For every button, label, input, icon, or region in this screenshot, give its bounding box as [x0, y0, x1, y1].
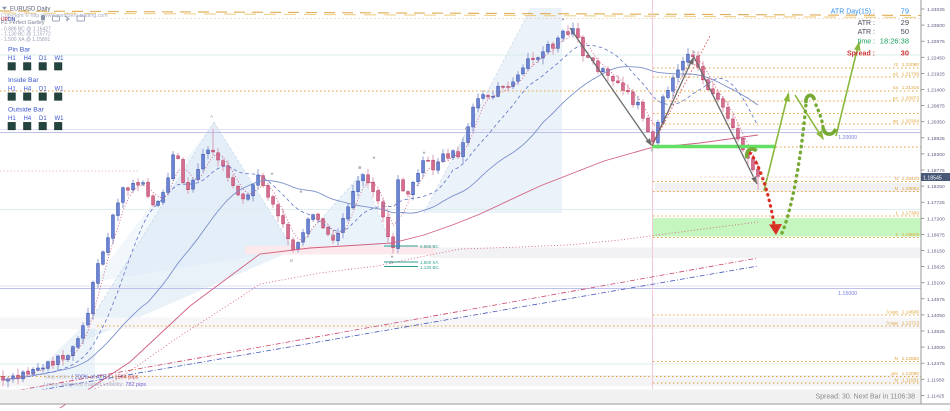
svg-text:1.16675: 1.16675: [927, 232, 945, 238]
svg-text:3 sep: 3 sep: [886, 321, 898, 327]
svg-text:1.15625: 1.15625: [927, 265, 945, 271]
svg-text:DN: DN: [8, 17, 16, 23]
svg-text:1.18545: 1.18545: [923, 176, 942, 182]
svg-text:B: B: [290, 258, 293, 263]
svg-text:s2: s2: [893, 72, 898, 78]
svg-text:1.22975: 1.22975: [927, 39, 945, 45]
svg-text:pc: pc: [893, 97, 899, 102]
svg-text:30: 30: [901, 49, 909, 58]
svg-text:Spread :: Spread :: [847, 51, 875, 58]
svg-text:D: D: [390, 260, 394, 265]
svg-text:1.12660: 1.12660: [902, 356, 920, 362]
svg-text:1.11425: 1.11425: [927, 393, 945, 399]
svg-text:Copyright © http://www.pointze: Copyright © http://www.pointzero-trading…: [1, 12, 108, 19]
svg-text:Stop order ( 200% of ATR ) : 1: Stop order ( 200% of ATR ) : 1564 pips: [44, 375, 139, 381]
svg-text:N: N: [895, 356, 899, 362]
svg-text:r2: r2: [894, 62, 899, 68]
svg-text:UP: UP: [1, 17, 9, 23]
svg-text:3 sep: 3 sep: [886, 310, 898, 316]
svg-text:1.20875: 1.20875: [927, 104, 945, 110]
svg-text:1.19825: 1.19825: [927, 136, 945, 142]
svg-text:PZ Perfect Gartley: PZ Perfect Gartley: [1, 20, 45, 26]
svg-text:W1: W1: [55, 56, 65, 62]
svg-text:D1: D1: [39, 56, 47, 62]
svg-text:1.20000: 1.20000: [838, 135, 857, 141]
svg-text:1.14575: 1.14575: [927, 297, 945, 303]
svg-text:W1: W1: [55, 86, 65, 92]
svg-text:sp: sp: [893, 120, 898, 125]
svg-text:1.21925: 1.21925: [927, 71, 945, 77]
svg-text:1.11931: 1.11931: [902, 378, 919, 384]
svg-text:1.12090: 1.12090: [902, 371, 920, 377]
svg-text:- 1.500 XA @ 1.15891: - 1.500 XA @ 1.15891: [1, 37, 50, 43]
svg-text:1.500 XA: 1.500 XA: [420, 260, 439, 265]
svg-text:1.14506: 1.14506: [902, 310, 920, 316]
svg-text:1.23500: 1.23500: [927, 23, 945, 29]
svg-text:H1: H1: [8, 56, 16, 62]
svg-text:A: A: [210, 114, 213, 119]
svg-text:1.20304: 1.20304: [902, 119, 920, 125]
svg-text:- 1.130 BC @ 1.15772: - 1.130 BC @ 1.15772: [1, 32, 51, 38]
svg-text:1.21316: 1.21316: [902, 85, 920, 91]
svg-text:1.12475: 1.12475: [927, 361, 945, 367]
svg-text:1.13525: 1.13525: [927, 329, 945, 335]
svg-text:ATR :: ATR :: [858, 29, 875, 36]
svg-text:50: 50: [901, 27, 909, 36]
svg-text:1.22450: 1.22450: [927, 55, 945, 61]
svg-text:Pin Bar: Pin Bar: [8, 47, 31, 54]
svg-text:1.22080: 1.22080: [902, 62, 920, 68]
svg-text:Inside Bar: Inside Bar: [8, 77, 39, 84]
svg-text:1.18250: 1.18250: [927, 184, 945, 190]
svg-text:H1: H1: [8, 116, 16, 122]
svg-text:1.17300: 1.17300: [902, 211, 920, 217]
svg-text:1.21738: 1.21738: [902, 72, 920, 78]
svg-text:1.16150: 1.16150: [927, 249, 945, 255]
svg-text:W1: W1: [55, 116, 65, 122]
svg-text:D1: D1: [39, 116, 47, 122]
svg-text:N: N: [895, 378, 899, 384]
svg-text:79: 79: [901, 7, 909, 16]
svg-text:N: N: [895, 176, 899, 182]
svg-text:pm: pm: [891, 372, 898, 377]
svg-text:1.130 BC: 1.130 BC: [420, 265, 440, 270]
svg-text:H4: H4: [24, 86, 32, 92]
svg-text:1.18775: 1.18775: [927, 168, 945, 174]
svg-text:1.24025: 1.24025: [927, 7, 945, 13]
svg-text:ATR :: ATR :: [858, 20, 875, 27]
svg-text:18:26:38: 18:26:38: [880, 37, 909, 46]
svg-text:1.13713: 1.13713: [902, 321, 920, 327]
svg-text:1.11950: 1.11950: [927, 377, 945, 383]
svg-text:Outside Bar: Outside Bar: [8, 106, 45, 113]
svg-text:H1: H1: [8, 86, 16, 92]
svg-text:1.17725: 1.17725: [927, 200, 945, 206]
svg-text:1: 1: [895, 232, 898, 238]
svg-text:H4: H4: [24, 116, 32, 122]
svg-text:Spread: 30. Next Bar in 1106:3: Spread: 30. Next Bar in 1106:38: [816, 394, 916, 401]
svg-text:1.15100: 1.15100: [927, 281, 945, 287]
svg-text:Linear weighted market volatil: Linear weighted market volatility: 782 p…: [44, 382, 146, 388]
svg-text:ATR Day(15) :: ATR Day(15) :: [831, 9, 875, 16]
svg-text:1: 1: [895, 211, 898, 217]
svg-text:sa: sa: [893, 86, 898, 91]
svg-text:N: N: [895, 186, 899, 192]
svg-text:time :: time :: [858, 39, 875, 46]
svg-text:EURUSD Daily: EURUSD Daily: [10, 7, 50, 13]
svg-text:29: 29: [901, 18, 909, 27]
svg-text:1.20350: 1.20350: [927, 120, 945, 126]
svg-text:D1: D1: [39, 86, 47, 92]
svg-text:1.18410: 1.18410: [902, 176, 920, 182]
svg-text:1.14050: 1.14050: [927, 313, 945, 319]
svg-text:- 0.886 BC @ 1.16427: - 0.886 BC @ 1.16427: [1, 26, 51, 32]
svg-text:1.18062: 1.18062: [902, 186, 920, 192]
svg-text:H4: H4: [24, 56, 32, 62]
svg-text:0.886 BC: 0.886 BC: [420, 244, 440, 249]
svg-text:1.19300: 1.19300: [927, 152, 945, 158]
svg-text:1.20973: 1.20973: [902, 96, 920, 102]
svg-text:1.13000: 1.13000: [927, 345, 945, 351]
svg-text:1.21400: 1.21400: [927, 88, 945, 94]
svg-text:1.17200: 1.17200: [927, 216, 945, 222]
svg-text:1.16615: 1.16615: [902, 232, 920, 238]
svg-text:1.15000: 1.15000: [838, 291, 857, 297]
